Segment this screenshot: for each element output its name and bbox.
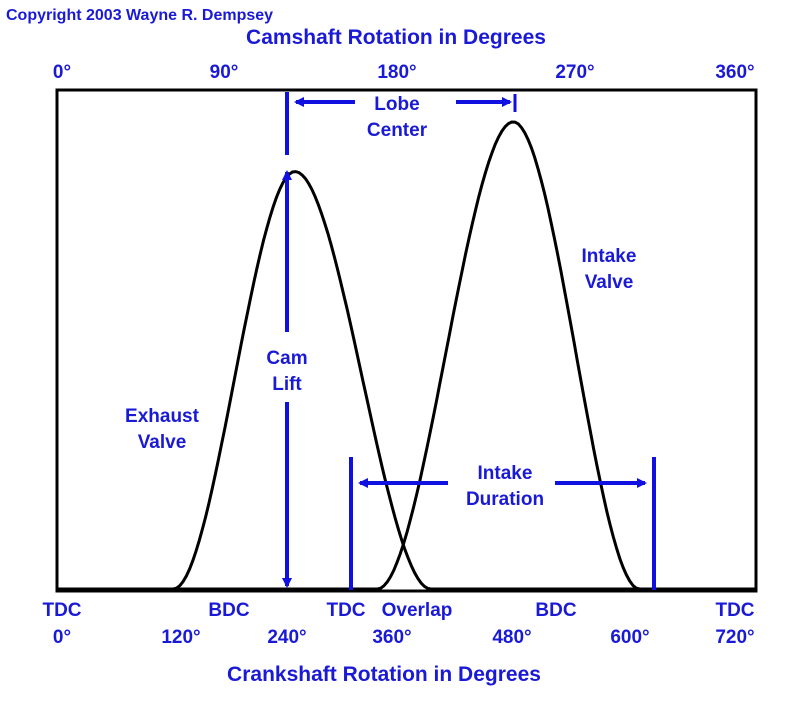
intake-valve-label-line2: Valve [585,272,634,293]
stroke-label-tdc: TDC [42,600,81,621]
top-tick-label: 180° [377,62,416,83]
intake-duration-label-line2: Duration [466,489,544,510]
top-axis-title: Camshaft Rotation in Degrees [246,26,546,49]
cam-lift-label-line2: Lift [272,374,302,395]
bottom-tick-label: 360° [372,627,411,648]
exhaust-valve-curve [57,170,756,591]
lobe-center-label-line2: Center [367,120,428,141]
intake-valve-label-line1: Intake [582,246,637,267]
copyright-text: Copyright 2003 Wayne R. Dempsey [6,7,273,24]
stroke-label-overlap: Overlap [382,600,453,621]
top-tick-label: 0° [53,62,71,83]
bottom-tick-label: 600° [610,627,649,648]
bottom-tick-label: 0° [53,627,71,648]
lobe-center-label-line1: Lobe [374,94,419,115]
bottom-tick-label: 240° [267,627,306,648]
plot-frame [55,88,758,593]
stroke-label-bdc: BDC [535,600,576,621]
bottom-tick-label: 480° [492,627,531,648]
intake-duration-label-line1: Intake [478,463,533,484]
stroke-label-tdc: TDC [326,600,365,621]
top-tick-label: 360° [715,62,754,83]
bottom-tick-label: 720° [715,627,754,648]
stroke-label-bdc: BDC [208,600,249,621]
cam-lift-label-line1: Cam [266,348,307,369]
top-tick-label: 90° [210,62,239,83]
bottom-tick-label: 120° [161,627,200,648]
bottom-axis-title: Crankshaft Rotation in Degrees [227,663,541,686]
intake-valve-curve [57,120,756,591]
exhaust-valve-label-line2: Valve [138,432,187,453]
stroke-label-tdc: TDC [715,600,754,621]
exhaust-valve-label-line1: Exhaust [125,406,200,427]
top-tick-label: 270° [555,62,594,83]
